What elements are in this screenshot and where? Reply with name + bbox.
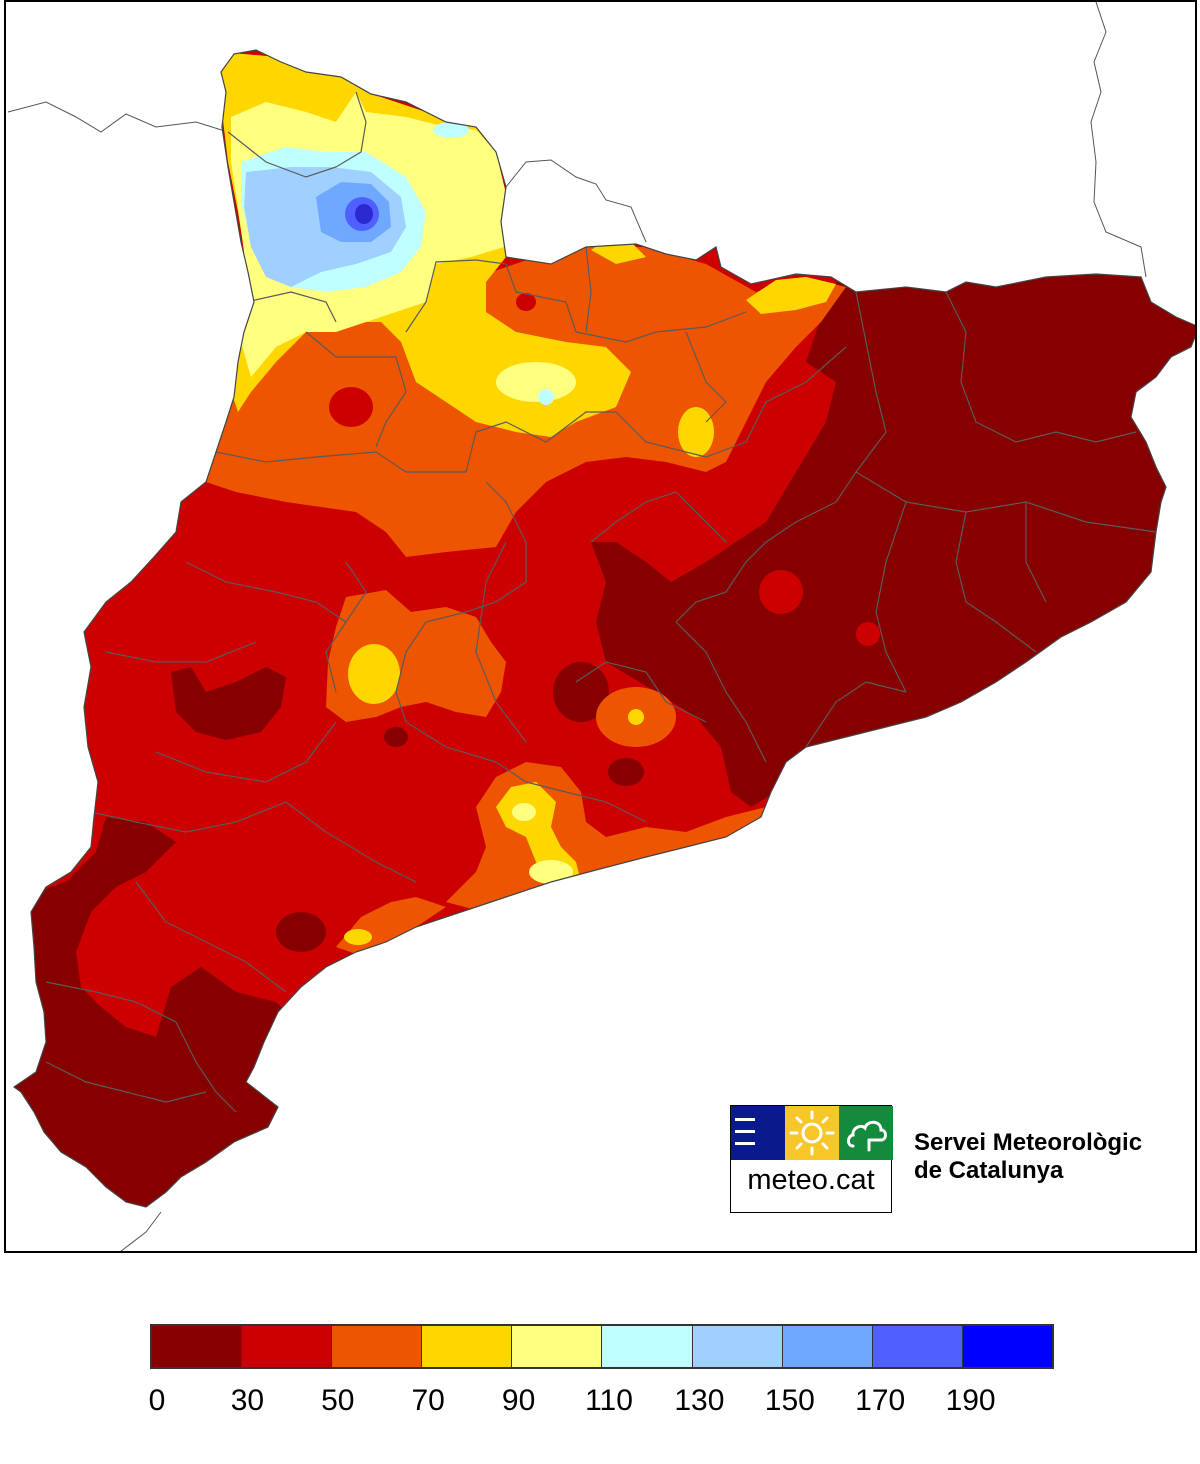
- legend-swatch: [962, 1326, 1052, 1367]
- legend-swatch: [152, 1326, 243, 1367]
- legend-swatch: [242, 1326, 333, 1367]
- precipitation-zones: [14, 50, 1195, 1207]
- comarca-borders: [45, 91, 1157, 1113]
- zone-30-50-pocket: [856, 622, 880, 646]
- legend-label: 50: [321, 1384, 355, 1417]
- zone-70-90-ne-strip: [746, 277, 836, 314]
- zone-90-110-south: [496, 362, 576, 402]
- legend-label: 0: [148, 1384, 166, 1417]
- legend-label: 170: [855, 1384, 906, 1417]
- legend-label: 30: [230, 1384, 265, 1417]
- zone-70-90-central: [348, 644, 400, 704]
- catalonia-map-svg: [7, 2, 1195, 1251]
- legend-swatch: [602, 1326, 693, 1367]
- organization-name-line2: de Catalunya: [914, 1157, 1064, 1184]
- organization-name: Servei Meteorològic de Catalunya: [914, 1129, 1142, 1185]
- zone-50-70-hole: [496, 264, 596, 337]
- zone-0-30-blob: [553, 662, 609, 722]
- legend-label: 150: [764, 1384, 815, 1417]
- zone-30-50-hole: [329, 387, 373, 427]
- zone-70-90-blob: [678, 407, 714, 457]
- legend-swatch: [782, 1326, 873, 1367]
- legend-label: 130: [674, 1384, 725, 1417]
- zone-110-130-top: [433, 122, 469, 138]
- legend-label: 190: [945, 1384, 996, 1417]
- legend-swatch: [512, 1326, 603, 1367]
- zone-110-130-dot: [538, 389, 554, 405]
- logo-wordmark: meteo.cat: [747, 1164, 875, 1196]
- meteocat-logo: meteo.cat: [730, 1105, 893, 1213]
- precipitation-map: meteo.cat Servei Meteorològic de Catalun…: [4, 0, 1197, 1253]
- legend-label: 110: [585, 1384, 633, 1417]
- zone-30-50-pocket: [759, 570, 803, 614]
- zone-0-30-blob: [171, 667, 286, 740]
- zone-90-110-small: [512, 803, 536, 821]
- legend-swatch: [332, 1326, 423, 1367]
- legend-swatch: [422, 1326, 513, 1367]
- neighbour-borders: [7, 2, 1147, 1251]
- legend-swatch: [872, 1326, 963, 1367]
- legend-labels: 0 30 50 70 90 110 130 150 170 190: [0, 1384, 1200, 1424]
- zone-90-110-coast: [529, 860, 573, 884]
- zone-30-50-dot: [516, 293, 536, 311]
- zone-0-30-blob: [276, 912, 326, 952]
- legend-label: 70: [411, 1384, 445, 1417]
- organization-name-line1: Servei Meteorològic: [914, 1129, 1143, 1156]
- zone-70-90-small: [344, 929, 372, 945]
- legend-swatch: [692, 1326, 783, 1367]
- zone-70-90-dot: [628, 709, 644, 725]
- sun-icon: [785, 1106, 839, 1160]
- legend-label: 90: [501, 1384, 536, 1417]
- zone-peak: [355, 204, 373, 224]
- zone-0-30-blob: [608, 758, 644, 786]
- cloud-tree-icon: [839, 1106, 893, 1160]
- menu-lines-icon: [731, 1106, 785, 1160]
- legend-color-bar: [150, 1324, 1054, 1369]
- zone-0-30-blob: [384, 727, 408, 747]
